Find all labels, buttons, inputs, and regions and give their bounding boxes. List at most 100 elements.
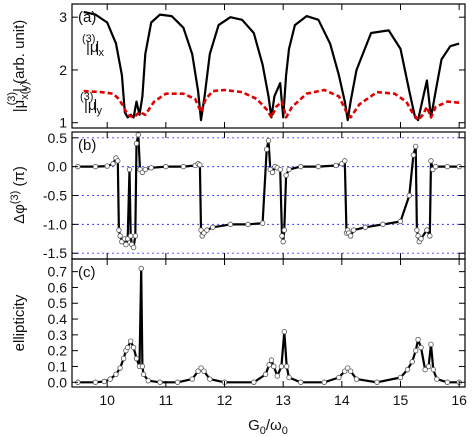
data-point [259, 220, 266, 226]
label-text: |μ [84, 97, 97, 114]
y-axis-label-b: Δφ(3) (π) [9, 166, 28, 224]
panel-label: (b) [78, 137, 96, 154]
data-point [123, 241, 129, 248]
data-point [210, 224, 216, 230]
data-point [283, 172, 289, 178]
panel-a: 1 2 3 (a) [59, 3, 466, 131]
data-point [415, 336, 421, 343]
y-tick-label: 0.0 [48, 159, 68, 175]
data-point [116, 227, 122, 233]
data-point [201, 368, 207, 374]
y-tick-label: 0.4 [48, 311, 68, 327]
data-point [189, 376, 195, 382]
data-point [107, 376, 113, 382]
label-text: (π) [11, 166, 28, 191]
label-sub: 0 [260, 425, 266, 437]
y-axis-label-c: ellipticity [11, 294, 28, 351]
data-point [283, 363, 290, 370]
label-text: |μ [11, 100, 28, 113]
data-point [413, 143, 419, 150]
series-line [83, 88, 460, 122]
x-tick-label: 14 [334, 392, 350, 408]
data-point [281, 328, 288, 335]
data-point [127, 233, 134, 239]
data-point [245, 221, 251, 228]
data-point [117, 233, 123, 239]
data-point [133, 355, 140, 362]
y-tick-label: 0.7 [48, 264, 68, 280]
data-point [298, 163, 304, 170]
data-point [347, 368, 354, 374]
data-point [434, 376, 440, 382]
data-point [315, 163, 322, 170]
data-point [227, 221, 234, 228]
label-text: |μ [86, 39, 99, 56]
data-point [428, 341, 434, 348]
data-point [139, 363, 146, 370]
data-point [142, 166, 149, 173]
y-tick-label: 0.5 [48, 295, 68, 311]
label-text: /ω [266, 417, 282, 434]
data-point [125, 344, 131, 351]
y-tick-label: 1 [59, 115, 67, 131]
x-axis-label: G0/ω0 [248, 417, 288, 437]
data-point [424, 227, 430, 233]
data-point [336, 374, 342, 381]
data-point [342, 158, 348, 164]
data-point [353, 376, 360, 382]
data-point [277, 166, 283, 173]
panel-label: (a) [78, 9, 96, 26]
data-point [140, 371, 147, 378]
data-point [333, 162, 339, 169]
data-point [180, 163, 187, 170]
series-label-y: |μy (3)| [80, 91, 103, 117]
label-sup: (3) [6, 92, 18, 105]
y-tick-label: 0.3 [48, 327, 68, 343]
label-text: Δφ [11, 204, 28, 224]
data-point [380, 221, 386, 228]
data-point [444, 163, 451, 170]
y-tick-label: -0.5 [43, 188, 67, 204]
data-point [404, 366, 411, 373]
data-point [264, 146, 270, 153]
data-point [397, 218, 404, 225]
data-point [262, 371, 269, 378]
data-point [414, 227, 420, 233]
data-point [428, 158, 434, 164]
data-point [130, 244, 137, 251]
data-point [444, 379, 451, 385]
data-point [271, 363, 277, 370]
series-line [83, 10, 460, 122]
label-sub: x [99, 47, 105, 59]
data-point [410, 152, 417, 158]
data-point [135, 132, 141, 138]
data-point [281, 227, 288, 233]
x-tick-label: 15 [393, 392, 409, 408]
data-point [207, 376, 213, 382]
data-point [432, 163, 439, 170]
y-tick-label: 0.1 [48, 358, 68, 374]
data-point [286, 166, 292, 173]
data-point [265, 137, 272, 144]
data-point [430, 366, 437, 373]
y-tick-label: -1.5 [43, 245, 67, 261]
data-point [269, 169, 276, 176]
label-text: G [248, 417, 260, 434]
data-point [397, 374, 404, 381]
data-point [278, 363, 285, 370]
label-sup: (3) [80, 91, 93, 103]
label-sub: y [97, 105, 103, 117]
x-tick-label: 10 [99, 392, 115, 408]
label-text: | [93, 97, 97, 114]
data-point [406, 192, 412, 199]
data-point [422, 366, 428, 373]
y-tick-label: 0.0 [48, 374, 68, 390]
label-sub: 0 [282, 425, 288, 437]
data-point [197, 162, 203, 168]
data-point [101, 378, 107, 385]
data-point [163, 163, 169, 170]
data-point [362, 224, 368, 230]
data-point [120, 355, 127, 362]
data-point [251, 379, 257, 385]
data-point [280, 238, 286, 245]
